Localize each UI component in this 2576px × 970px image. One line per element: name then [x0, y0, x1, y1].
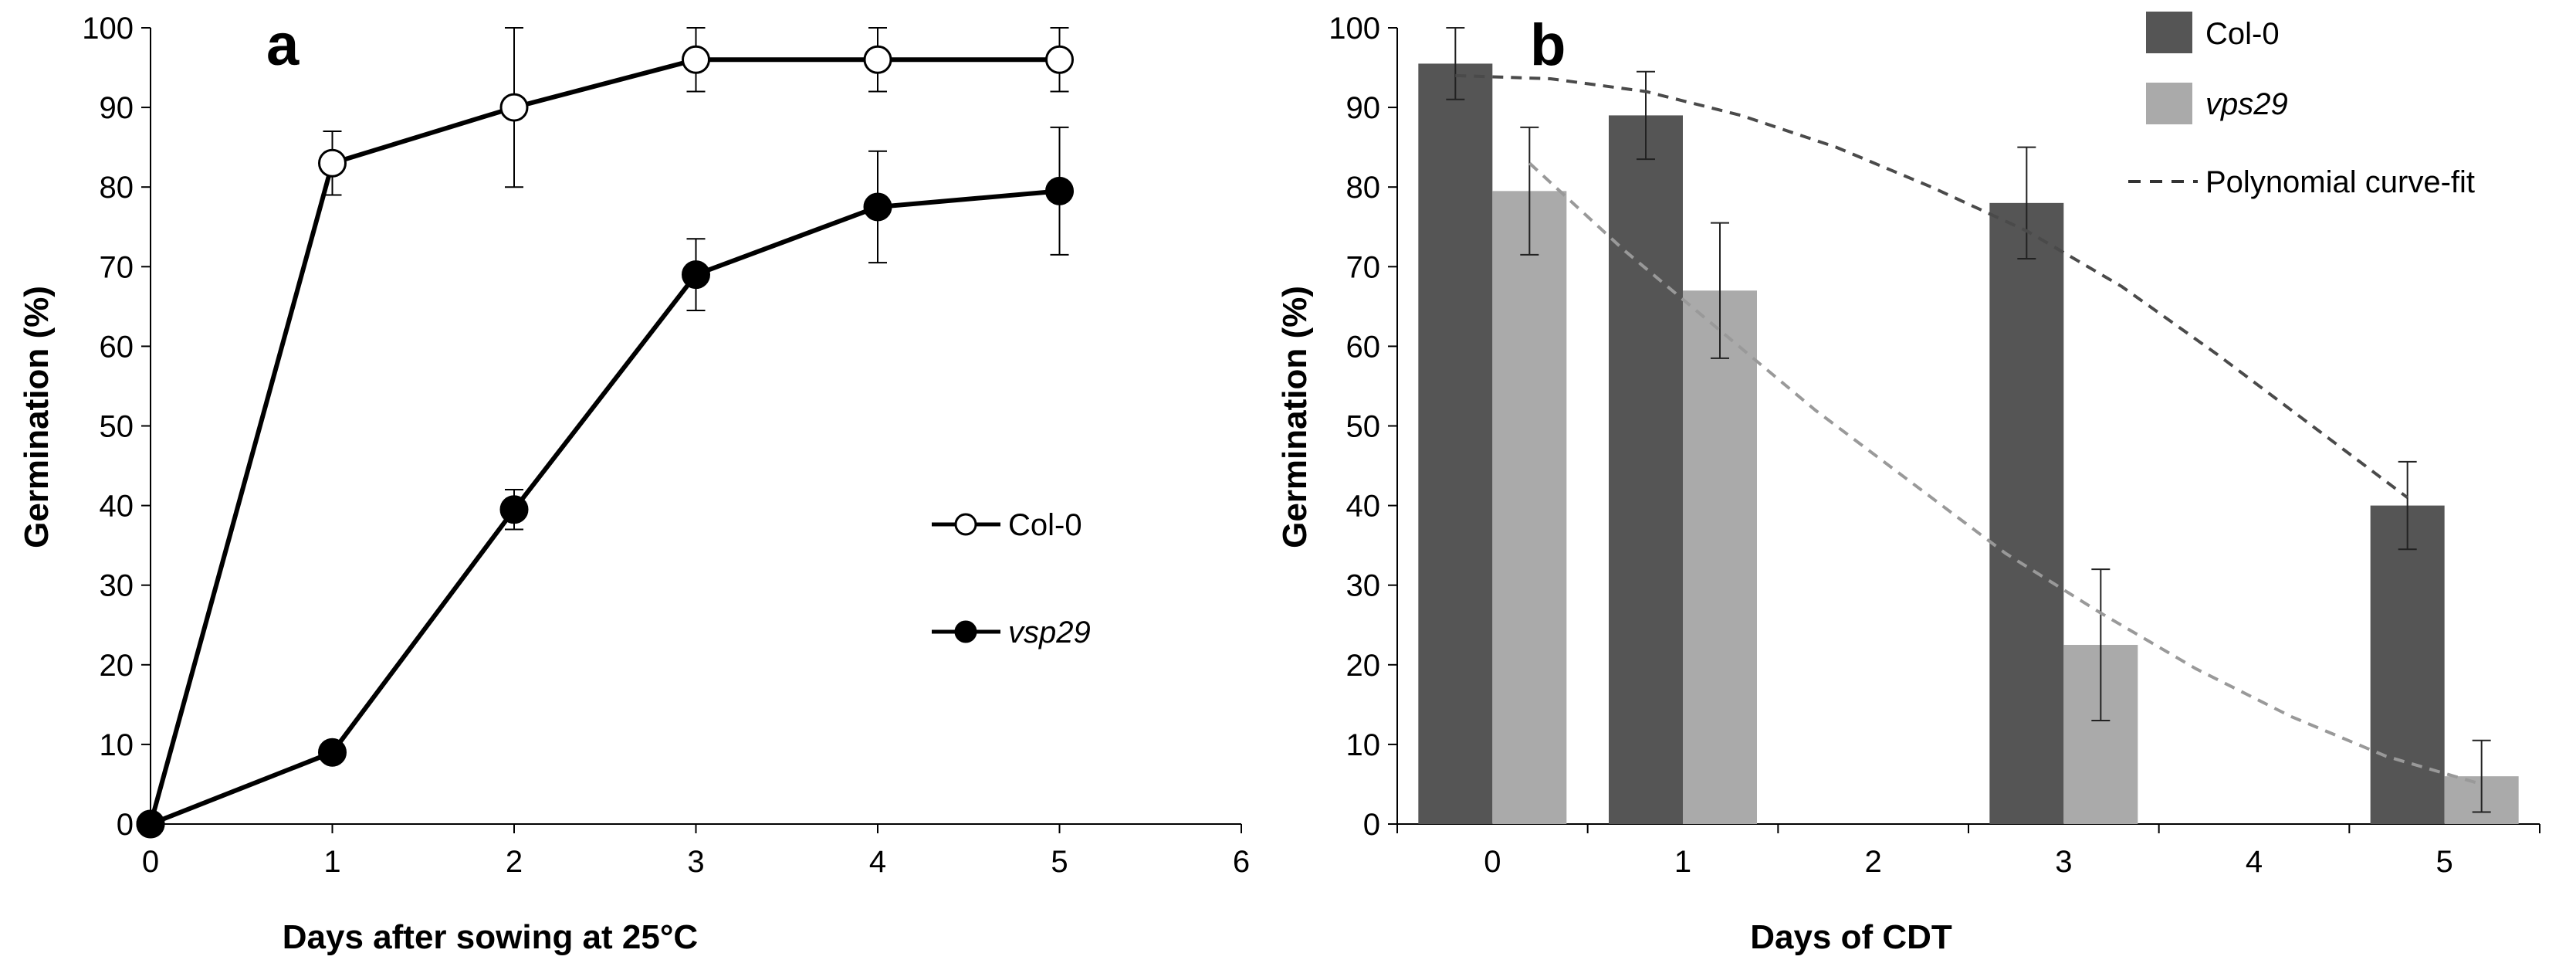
panel-a-x-axis-label: Days after sowing at 25°C	[283, 918, 698, 956]
curve-fit-line	[1455, 73, 2408, 499]
panel-a-legend: Col-0 vsp29	[932, 508, 1091, 649]
x-tick-label: 3	[687, 845, 704, 879]
y-tick-label: 80	[100, 171, 134, 205]
data-point-vsp29	[318, 738, 347, 767]
y-tick-label: 10	[1346, 728, 1381, 762]
legend-label-col0: Col-0	[1008, 508, 1082, 542]
y-tick-label: 90	[100, 91, 134, 125]
y-tick-label: 100	[1329, 12, 1380, 46]
data-point-vsp29	[1045, 176, 1074, 205]
panel-b-legend: Col-0 vps29 Polynomial curve-fit	[2128, 12, 2475, 199]
legend-swatch-col0	[2146, 12, 2192, 53]
x-tick-label: 3	[2055, 845, 2072, 879]
legend-label-col0: Col-0	[2205, 17, 2280, 51]
bar-col0	[2370, 505, 2445, 824]
data-point-vsp29	[499, 495, 529, 524]
data-point-col0	[318, 148, 347, 178]
x-tick-label: 6	[1233, 845, 1250, 879]
x-tick-label: 1	[323, 845, 340, 879]
y-tick-label: 70	[100, 250, 134, 284]
data-point-col0	[499, 93, 529, 122]
bar-col0	[1989, 202, 2064, 824]
bar-col0	[1418, 63, 1493, 824]
panel-b-letter: b	[1530, 12, 1566, 78]
panel-a-axes	[141, 27, 1242, 833]
x-tick-label: 4	[2246, 845, 2263, 879]
y-tick-label: 60	[1346, 330, 1381, 364]
data-point-vsp29	[682, 260, 710, 290]
panel-b-series	[1418, 27, 2519, 825]
curve-fit-line	[1528, 161, 2483, 786]
y-tick-label: 60	[100, 330, 134, 364]
legend-label-vsp29: vsp29	[1008, 616, 1091, 649]
panel-b-x-axis-label: Days of CDT	[1750, 918, 1952, 956]
data-point-col0	[863, 45, 892, 74]
data-point-col0	[1045, 45, 1074, 74]
x-tick-label: 5	[1051, 845, 1068, 879]
series-line-vsp29	[149, 188, 1060, 826]
legend-label-vps29: vps29	[2205, 87, 2288, 121]
x-tick-label: 2	[506, 845, 523, 879]
x-tick-label: 4	[869, 845, 886, 879]
y-tick-label: 30	[100, 569, 134, 603]
x-tick-label: 5	[2436, 845, 2453, 879]
panel-a-y-axis-label: Germination (%)	[18, 286, 56, 548]
panel-b-tick-labels: 0 10 20 30 40 50 60 70 80 90 100 0 1 2 3 4 5	[1329, 12, 2453, 879]
data-point-col0	[682, 45, 710, 74]
legend-label-curve-fit: Polynomial curve-fit	[2205, 165, 2475, 199]
data-point-vsp29	[863, 192, 892, 222]
legend-swatch-vps29	[2146, 83, 2192, 124]
legend-marker-vsp29	[954, 620, 977, 643]
bar-col0	[1609, 115, 1683, 824]
y-tick-label: 0	[117, 808, 134, 842]
y-tick-label: 50	[1346, 410, 1381, 444]
panel-b-y-axis-label: Germination (%)	[1276, 286, 1314, 548]
y-tick-label: 40	[1346, 490, 1381, 524]
y-tick-label: 50	[100, 410, 134, 444]
panel-a-letter: a	[266, 12, 300, 78]
y-tick-label: 20	[1346, 649, 1381, 683]
legend-marker-col0	[954, 513, 977, 536]
panel-b: 0 10 20 30 40 50 60 70 80 90 100 0 1 2 3 4 5 b Days of C…	[1276, 12, 2540, 956]
y-tick-label: 80	[1346, 171, 1381, 205]
x-tick-label: 0	[1484, 845, 1501, 879]
bar-vps29	[1492, 191, 1567, 825]
x-tick-label: 0	[142, 845, 159, 879]
y-tick-label: 20	[100, 649, 134, 683]
panel-b-axes	[1388, 27, 2540, 833]
y-tick-label: 0	[1363, 808, 1380, 842]
y-tick-label: 30	[1346, 569, 1381, 603]
y-tick-label: 40	[100, 490, 134, 524]
y-tick-label: 90	[1346, 91, 1381, 125]
x-tick-label: 2	[1865, 845, 1882, 879]
x-tick-label: 1	[1674, 845, 1691, 879]
panel-a-tick-labels: 0 10 20 30 40 50 60 70 80 90 100 0 1 2 3 4 5 6	[82, 12, 1250, 879]
data-point-vsp29	[136, 809, 165, 839]
panel-a-series	[136, 27, 1074, 839]
bar-vps29	[1683, 290, 1757, 825]
y-tick-label: 100	[82, 12, 134, 46]
y-tick-label: 10	[100, 728, 134, 762]
panel-a: 0 10 20 30 40 50 60 70 80 90 100 0 1 2 3 4 5 6 a Days aft…	[18, 12, 1250, 956]
series-line-col0	[148, 57, 1060, 825]
y-tick-label: 70	[1346, 250, 1381, 284]
